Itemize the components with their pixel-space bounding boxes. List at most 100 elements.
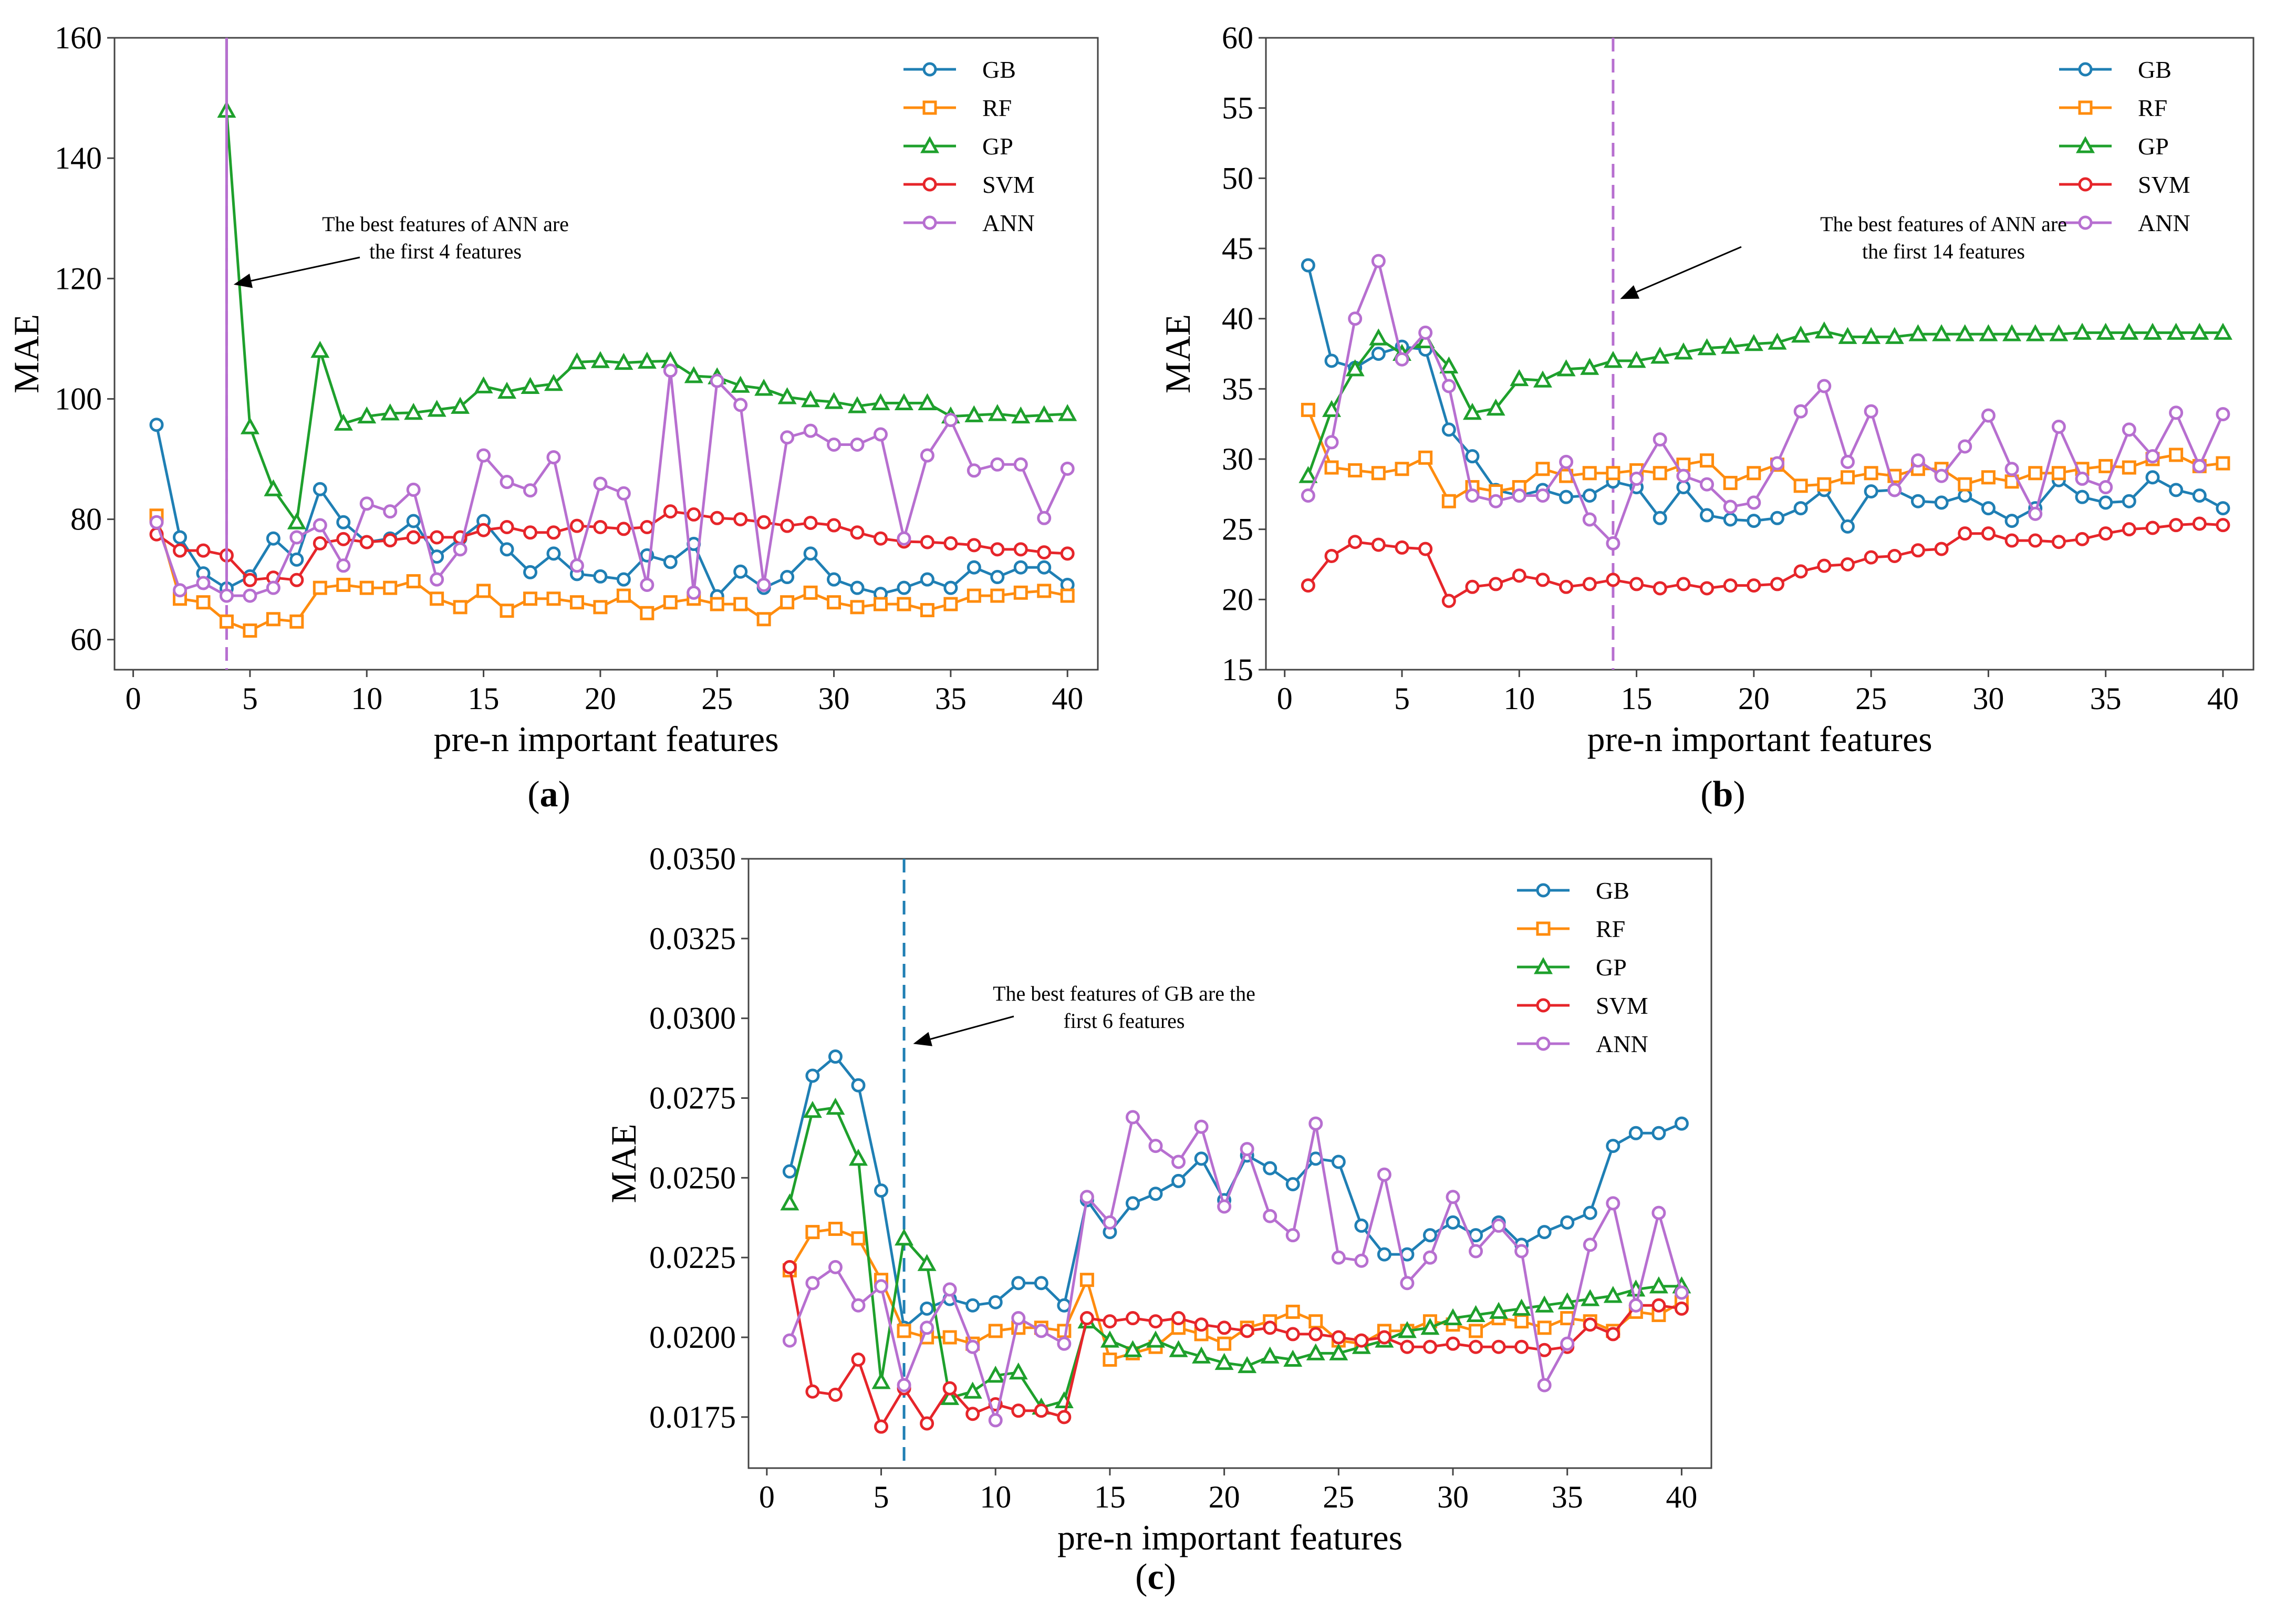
data-point-ann	[616, 486, 631, 501]
data-point-ann	[243, 588, 257, 603]
y-axis-label: MAE	[1158, 314, 1198, 393]
legend-label: RF	[2138, 95, 2167, 121]
data-point-ann	[897, 1378, 911, 1392]
data-point-ann	[1583, 1238, 1597, 1252]
data-point-svm	[1103, 1314, 1117, 1329]
data-point-gb	[1651, 1126, 1666, 1140]
data-point-gp	[1932, 324, 1951, 341]
data-point-rf	[500, 604, 514, 618]
data-point-rf	[710, 597, 724, 611]
data-point-gb	[782, 1164, 797, 1179]
legend: GB RF GP SVM ANN	[903, 56, 1035, 236]
data-point-ann	[289, 530, 304, 545]
data-point-ann	[1674, 1285, 1689, 1300]
data-point-gb	[1910, 494, 1925, 508]
data-point-gp	[521, 377, 540, 394]
data-point-svm	[383, 533, 398, 548]
data-point-svm	[640, 519, 654, 534]
series-gb	[1301, 258, 2230, 534]
data-point-ann	[1240, 1142, 1254, 1157]
data-point-svm	[1125, 1311, 1140, 1326]
data-point-gp	[895, 1228, 914, 1246]
data-point-rf	[1285, 1304, 1300, 1319]
data-point-gb	[1171, 1173, 1186, 1188]
data-point-gp	[474, 376, 493, 393]
panel-a: 0 5 10 15 20 25 30 35 40 60 80 100 120 140 160 pre-n im…	[6, 20, 1099, 815]
data-point-gp	[801, 390, 820, 408]
data-point-gb	[1700, 508, 1715, 523]
data-point-gb	[1125, 1196, 1140, 1211]
data-point-gp	[824, 392, 844, 409]
data-point-gp	[1420, 1317, 1440, 1335]
data-point-rf	[1060, 588, 1075, 603]
x-tick-label: 0	[759, 1480, 775, 1514]
data-point-ann	[2028, 506, 2043, 521]
data-point-ann	[406, 482, 421, 497]
data-point-svm	[1700, 581, 1715, 596]
data-point-ann	[219, 588, 234, 603]
data-point-ann	[1514, 1244, 1529, 1259]
data-point-svm	[803, 515, 818, 530]
data-point-gp	[918, 393, 937, 410]
data-point-rf	[383, 580, 398, 595]
data-point-rf	[406, 574, 421, 589]
x-axis-label: pre-n important features	[433, 719, 778, 759]
series-gp	[1298, 321, 2232, 483]
legend-label: RF	[1596, 916, 1625, 942]
data-point-gb	[2145, 470, 2160, 485]
data-point-ann	[383, 504, 398, 519]
data-point-svm	[733, 512, 748, 527]
data-point-gb	[1301, 258, 1315, 273]
data-point-gp	[334, 413, 353, 431]
data-point-rf	[430, 591, 444, 606]
data-point-ann	[1747, 495, 1761, 510]
series-line-gp	[1307, 330, 2223, 476]
data-point-rf	[1395, 462, 1409, 476]
data-point-gp	[826, 1097, 845, 1115]
data-point-ann	[1060, 461, 1075, 476]
x-tick-label: 15	[1621, 681, 1653, 716]
data-point-svm	[2216, 518, 2230, 533]
annotation-arrow-shaft	[1636, 246, 1742, 293]
data-point-gb	[500, 542, 514, 557]
data-point-gb	[967, 560, 981, 575]
data-point-svm	[359, 535, 374, 549]
data-point-ann	[2145, 449, 2160, 464]
data-point-gp	[940, 1388, 960, 1405]
annotation-text: The best features of ANN are	[322, 212, 569, 236]
data-point-rf	[1981, 470, 1996, 485]
data-point-ann	[756, 577, 771, 592]
series-line-gp	[788, 1106, 1682, 1409]
data-point-ann	[1491, 1218, 1506, 1233]
data-point-gp	[264, 479, 283, 496]
panel-c: 0 5 10 15 20 25 30 35 40 0.0175 0.0200 0.0225 0.0250…	[604, 841, 1712, 1597]
data-point-gp	[1034, 405, 1054, 422]
legend-marker	[1536, 921, 1551, 936]
data-point-svm	[1559, 579, 1574, 594]
data-point-ann	[2216, 407, 2230, 421]
data-point-gb	[1148, 1187, 1163, 1201]
legend-item-gp: GP	[903, 133, 1013, 160]
data-point-ann	[453, 542, 467, 557]
data-point-svm	[1377, 1330, 1391, 1345]
series-line-gp	[225, 38, 1068, 524]
data-point-rf	[2051, 466, 2066, 481]
data-point-svm	[1037, 545, 1052, 560]
data-point-gp	[1123, 1340, 1142, 1357]
legend-label: GB	[2138, 56, 2172, 83]
data-point-ann	[1793, 404, 1808, 419]
legend-label: ANN	[1596, 1031, 1648, 1057]
y-tick-label: 40	[1222, 301, 1253, 336]
data-point-gb	[1285, 1177, 1300, 1191]
data-point-gb	[851, 1078, 866, 1093]
data-point-ann	[1817, 379, 1832, 393]
data-point-rf	[2122, 460, 2136, 475]
data-point-gb	[1628, 1126, 1643, 1140]
data-point-gb	[1037, 560, 1052, 575]
data-point-gp	[848, 1148, 868, 1166]
data-point-rf	[1057, 1324, 1072, 1338]
y-tick-label: 60	[70, 622, 102, 657]
data-point-rf	[1103, 1353, 1117, 1367]
data-point-gp	[1283, 1349, 1303, 1367]
data-point-gp	[1011, 406, 1031, 424]
